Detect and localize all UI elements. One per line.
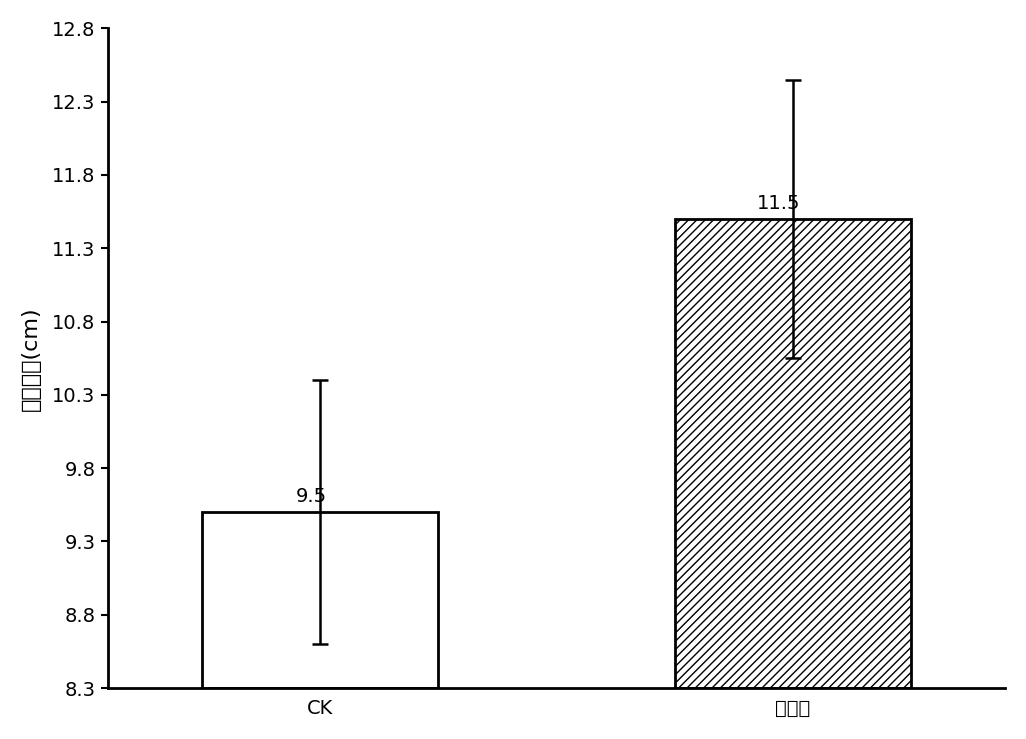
Text: 11.5: 11.5 [757,194,800,213]
Y-axis label: 菌柄高度(cm): 菌柄高度(cm) [21,306,41,410]
Text: 9.5: 9.5 [295,487,326,506]
Bar [674,219,911,688]
Bar [202,512,438,688]
